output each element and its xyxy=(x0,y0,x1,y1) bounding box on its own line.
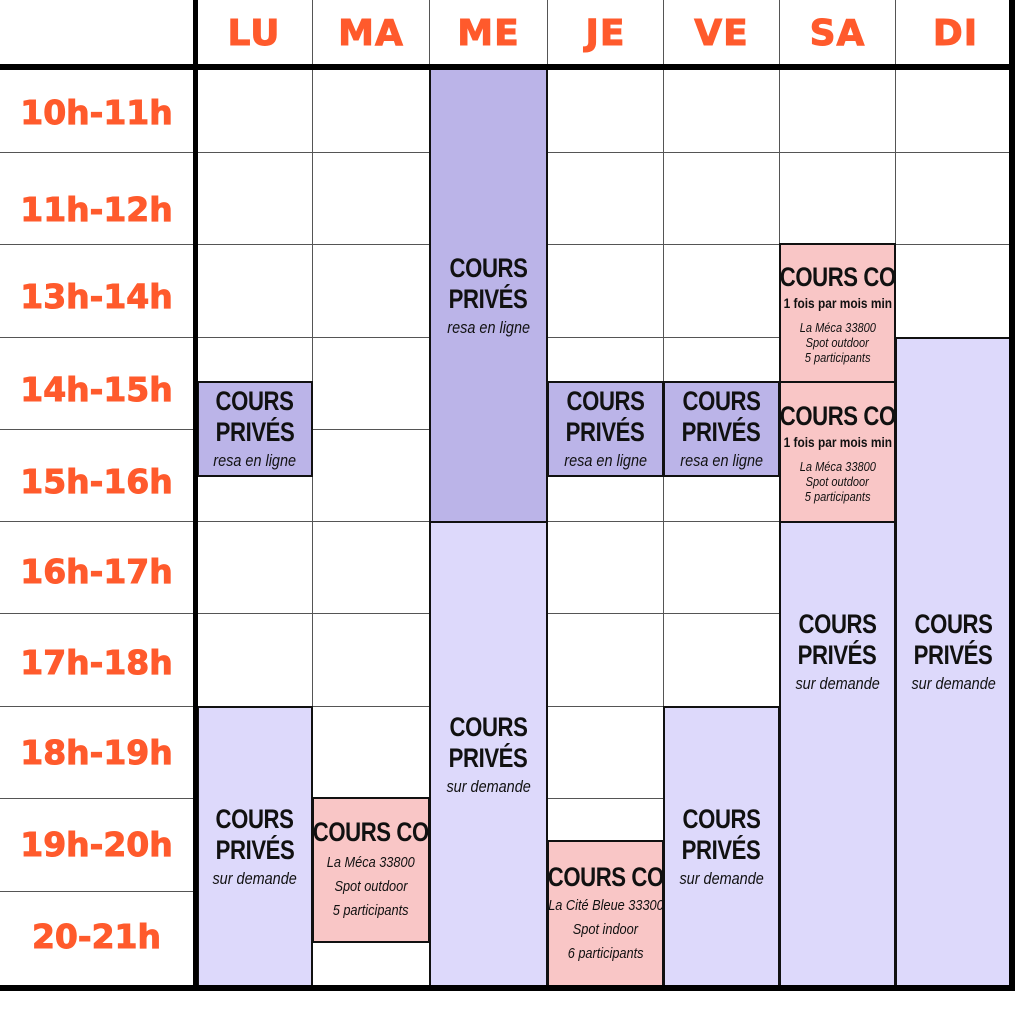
block-title: PRIVÉS xyxy=(449,742,528,773)
block-subtitle: resa en ligne xyxy=(564,451,647,470)
di-private-demand-block: COURS PRIVÉS sur demande xyxy=(895,337,1012,988)
day-header-ma: MA xyxy=(338,12,404,54)
me-private-online-block: COURS PRIVÉS resa en ligne xyxy=(429,68,548,523)
block-line: La Cité Bleue 33300 xyxy=(547,897,664,914)
block-title: COURS xyxy=(449,711,528,742)
time-slot-label: 20-21h xyxy=(31,916,162,956)
block-line: La Méca 33800 xyxy=(327,854,415,871)
time-slot-label: 10h-11h xyxy=(20,92,174,132)
block-subtitle: sur demande xyxy=(446,776,531,796)
je-group-class-block: COURS CO La Cité Bleue 33300 Spot indoor… xyxy=(547,840,664,988)
day-header-di: DI xyxy=(932,12,979,54)
block-subtitle: resa en ligne xyxy=(213,451,297,470)
block-title: COURS CO xyxy=(779,261,896,292)
block-title: PRIVÉS xyxy=(566,417,645,447)
block-line: 5 participants xyxy=(804,488,871,504)
block-line: Spot indoor xyxy=(572,921,639,938)
block-title: COURS CO xyxy=(779,400,896,431)
time-slot-label: 17h-18h xyxy=(20,642,174,682)
block-line: Spot outdoor xyxy=(805,473,870,489)
grid-vline xyxy=(663,0,664,990)
block-title: COURS xyxy=(798,609,877,639)
block-subtitle: sur demande xyxy=(679,869,764,888)
block-line: 6 participants xyxy=(567,945,644,962)
block-title: COURS xyxy=(914,609,993,639)
ve-private-online-block: COURS PRIVÉS resa en ligne xyxy=(663,381,780,477)
me-private-demand-block: COURS PRIVÉS sur demande xyxy=(429,521,548,988)
time-slot-label: 14h-15h xyxy=(20,369,174,409)
day-header-sa: SA xyxy=(809,12,866,54)
block-line: 5 participants xyxy=(333,902,409,919)
block-title: PRIVÉS xyxy=(215,417,295,447)
block-line: La Méca 33800 xyxy=(799,458,876,474)
block-title: PRIVÉS xyxy=(682,835,761,865)
day-header-ve: VE xyxy=(694,12,749,54)
time-slot-label: 18h-19h xyxy=(20,732,174,772)
ve-private-demand-block: COURS PRIVÉS sur demande xyxy=(663,706,780,988)
block-title: COURS xyxy=(216,386,294,416)
block-line: La Méca 33800 xyxy=(799,319,876,335)
sa-private-demand-block: COURS PRIVÉS sur demande xyxy=(779,521,896,988)
block-title: PRIVÉS xyxy=(798,640,877,670)
frame-left-rule xyxy=(193,0,198,990)
time-slot-label: 13h-14h xyxy=(20,276,174,316)
block-title: COURS CO xyxy=(547,862,664,892)
je-private-online-block: COURS PRIVÉS resa en ligne xyxy=(547,381,664,477)
block-line: Spot outdoor xyxy=(805,334,870,350)
block-frequency: 1 fois par mois min xyxy=(783,433,892,450)
block-title: COURS xyxy=(682,804,761,834)
time-slot-label: 15h-16h xyxy=(20,461,174,501)
block-title: COURS xyxy=(216,804,294,834)
block-title: PRIVÉS xyxy=(914,640,993,670)
block-subtitle: sur demande xyxy=(212,869,298,888)
block-subtitle: sur demande xyxy=(911,674,996,693)
block-frequency: 1 fois par mois min xyxy=(783,294,892,311)
time-slot-label: 11h-12h xyxy=(20,189,174,229)
frame-bottom-rule xyxy=(0,985,1015,991)
frame-right-rule xyxy=(1009,0,1015,990)
block-title: COURS CO xyxy=(312,817,430,847)
block-subtitle: resa en ligne xyxy=(680,451,763,470)
day-header-je: JE xyxy=(585,12,626,54)
block-line: Spot outdoor xyxy=(334,878,408,895)
sa-group-class-block-2: COURS CO 1 fois par mois min La Méca 338… xyxy=(779,381,896,523)
block-title: COURS xyxy=(449,252,528,283)
time-slot-label: 19h-20h xyxy=(20,824,174,864)
block-subtitle: resa en ligne xyxy=(447,317,530,337)
block-title: COURS xyxy=(566,386,645,416)
block-title: COURS xyxy=(682,386,761,416)
block-line: 5 participants xyxy=(804,349,871,365)
block-title: PRIVÉS xyxy=(682,417,761,447)
block-subtitle: sur demande xyxy=(795,674,880,693)
grid-vline xyxy=(312,0,313,990)
block-title: PRIVÉS xyxy=(449,283,528,314)
day-header-lu: LU xyxy=(227,12,281,54)
time-slot-label: 16h-17h xyxy=(20,551,174,591)
sa-group-class-block-1: COURS CO 1 fois par mois min La Méca 338… xyxy=(779,243,896,383)
lu-private-online-block: COURS PRIVÉS resa en ligne xyxy=(197,381,313,477)
ma-group-class-block: COURS CO La Méca 33800 Spot outdoor 5 pa… xyxy=(312,797,430,943)
frame-top-rule xyxy=(0,64,1015,70)
lu-private-demand-block: COURS PRIVÉS sur demande xyxy=(197,706,313,988)
day-header-me: ME xyxy=(457,12,520,54)
block-title: PRIVÉS xyxy=(215,835,295,865)
